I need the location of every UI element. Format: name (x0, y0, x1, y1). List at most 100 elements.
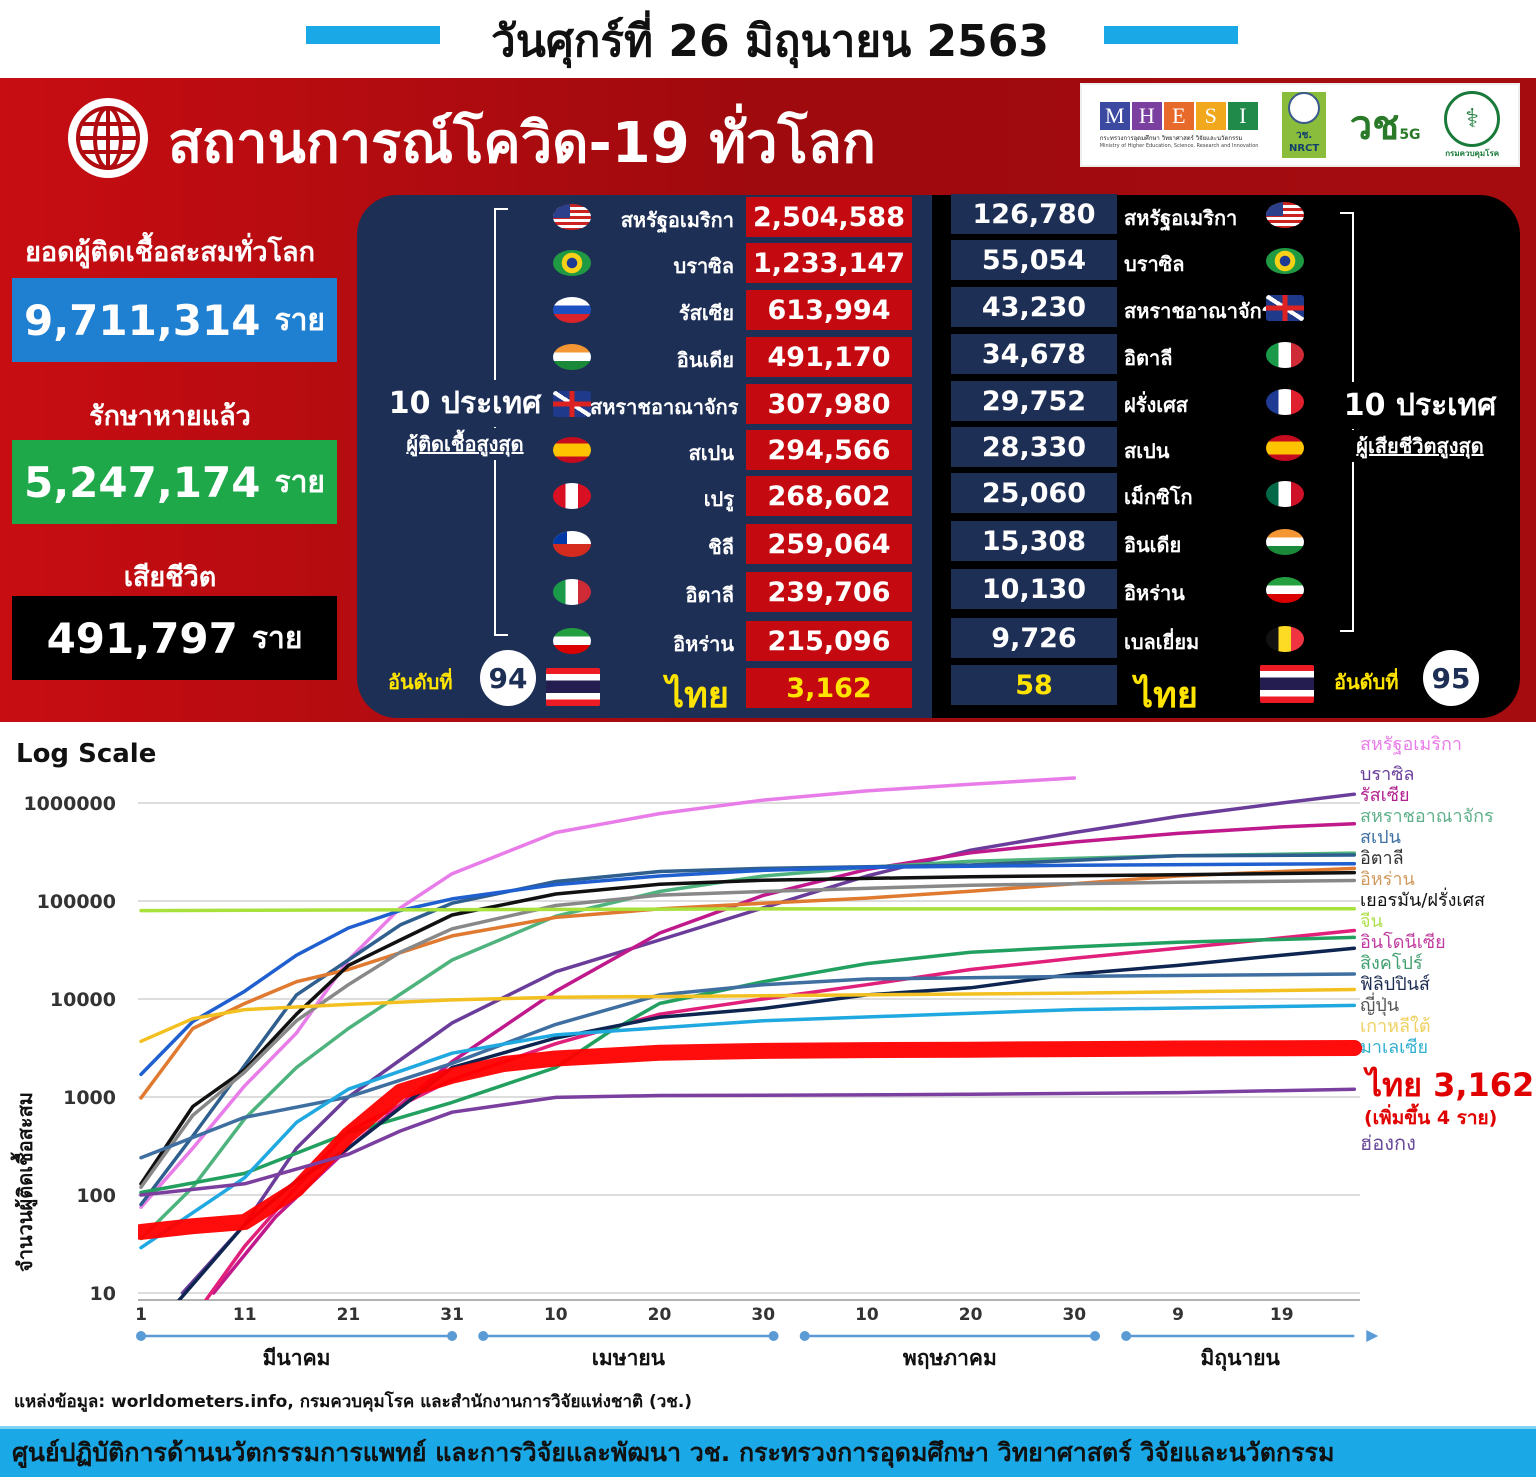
series-line (139, 870, 1357, 1186)
us-flag-icon (1266, 202, 1304, 228)
legend-item: จีน (1360, 911, 1383, 932)
y-tick-label: 1000 (63, 1087, 116, 1109)
month-label: เมษายน (592, 1346, 666, 1370)
infected-country: สหราชอาณาจักร (590, 395, 739, 419)
cumulative-cases-chart: Log Scale จำนวนผู้ติดเชื้อสะสม 10 100 1000 10… (10, 734, 1534, 1372)
infected-country: อิตาลี (685, 583, 735, 607)
legend-item: เยอรมัน/ฝรั่งเศส (1360, 887, 1485, 911)
deaths-value: 15,308 (951, 521, 1117, 561)
mhesi-logo-en: Ministry of Higher Education, Science, R… (1099, 142, 1259, 149)
deaths-country: สหรัฐอเมริกา (1124, 206, 1238, 230)
legend-item: ฟิลิปปินส์ (1360, 974, 1430, 995)
globe-icon (68, 98, 148, 178)
deaths-country: สหราชอาณาจักร (1124, 299, 1273, 323)
deaths-country: เม็กซิโก (1124, 485, 1193, 509)
footer-banner: ศูนย์ปฏิบัติการด้านนวัตกรรมการแพทย์ และก… (0, 1426, 1536, 1477)
infected-country: รัสเซีย (678, 301, 734, 325)
thai-infected-rank: 94 (480, 650, 536, 706)
nrct-th: วช. (1295, 130, 1313, 141)
chart-title: Log Scale (16, 739, 156, 769)
month-range-dot (478, 1331, 489, 1341)
x-tick-label: 11 (233, 1305, 257, 1325)
y-tick-label: 100 (76, 1185, 116, 1207)
deaths-value: 29,752 (951, 381, 1117, 421)
y-axis-label: จำนวนผู้ติดเชื้อสะสม (10, 1092, 39, 1272)
nrct-logo: วช. NRCT (1282, 92, 1327, 158)
series-line (139, 1087, 1357, 1197)
deaths-box: 491,797 ราย (12, 596, 337, 680)
legend-item: สหรัฐอเมริกา (1360, 734, 1462, 755)
y-tick-label: 1000000 (23, 793, 116, 815)
y-tick-label: 100000 (37, 891, 116, 913)
thai-deaths-rank-label: อันดับที่ (1334, 670, 1399, 694)
cl-flag-icon (553, 531, 591, 557)
recovered-box: 5,247,174 ราย (12, 440, 337, 524)
thai-series-note: (เพิ่มขึ้น 4 ราย) (1364, 1103, 1497, 1129)
legend-item-hongkong: ฮ่องกง (1360, 1131, 1416, 1155)
recovered-label: รักษาหายแล้ว (89, 401, 251, 432)
series-line (139, 878, 1357, 1189)
series-line (180, 792, 1357, 1295)
month-range-dot (1090, 1331, 1101, 1341)
month-label: มิถุนายน (1201, 1346, 1281, 1372)
x-tick-label: 30 (751, 1305, 775, 1325)
series-line (139, 906, 1357, 913)
mhesi-letter: S (1195, 101, 1226, 130)
month-label: มีนาคม (263, 1346, 331, 1370)
x-tick-label: 20 (959, 1305, 983, 1325)
series-line (139, 987, 1357, 1044)
infected-country: อิหร่าน (673, 632, 734, 656)
deaths-panel-subtitle: ผู้เสียชีวิตสูงสุด (1335, 430, 1505, 462)
recovered-value: 5,247,174 (23, 457, 261, 507)
month-range-dot (136, 1331, 146, 1341)
vc-5g-logo: วช5G (1350, 93, 1421, 157)
deaths-value: 34,678 (951, 334, 1117, 374)
mhesi-logo-th: กระทรวงการอุดมศึกษา วิทยาศาสตร์ วิจัยและ… (1099, 134, 1243, 142)
ru-flag-icon (553, 297, 591, 323)
deaths-label: เสียชีวิต (123, 562, 217, 593)
x-tick-label: 21 (337, 1305, 361, 1325)
mhesi-letter: H (1131, 101, 1162, 130)
data-source: แหล่งข้อมูล: worldometers.info, กรมควบคุ… (14, 1392, 693, 1412)
x-tick-label: 9 (1172, 1305, 1184, 1325)
es-flag-icon (553, 437, 591, 463)
deaths-country: ฝรั่งเศส (1124, 393, 1188, 417)
cases-label: ยอดผู้ติดเชื้อสะสมทั่วโลก (25, 237, 315, 268)
header: วันศุกร์ที่ 26 มิถุนายน 2563 (0, 0, 1536, 78)
infected-value: 268,602 (746, 476, 912, 516)
thai-country: ไทย (666, 675, 729, 716)
infected-value: 239,706 (746, 572, 912, 612)
thailand-flag-icon (1260, 665, 1314, 703)
month-range-dot (799, 1331, 810, 1341)
nrct-en: NRCT (1288, 143, 1320, 154)
series-line (139, 1003, 1357, 1250)
legend-item: สเปน (1360, 827, 1401, 848)
legend-item: เกาหลีใต้ (1360, 1015, 1431, 1037)
series-line (139, 851, 1357, 1241)
deaths-country: อินเดีย (1124, 533, 1182, 557)
thailand-flag-icon (546, 668, 600, 706)
legend-item: สหราชอาณาจักร (1360, 806, 1494, 827)
deaths-value: 126,780 (951, 194, 1117, 234)
series-line (139, 776, 1077, 1209)
unit: ราย (251, 620, 303, 656)
br-flag-icon (1266, 248, 1304, 274)
ir-flag-icon (553, 628, 591, 654)
infected-value: 215,096 (746, 621, 912, 661)
mx-flag-icon (1266, 481, 1304, 507)
thai-cases: 3,162 (746, 668, 912, 708)
deaths-panel-title: 10 ประเทศ (1335, 382, 1505, 429)
infected-country: สหรัฐอเมริกา (620, 208, 734, 232)
uk-flag-icon (553, 391, 591, 417)
banner-title: สถานการณ์โควิด-19 ทั่วโลก (168, 111, 876, 176)
in-flag-icon (553, 344, 591, 370)
month-range-dot (447, 1331, 458, 1341)
infected-country: เปรู (703, 487, 734, 511)
deaths-value: 9,726 (951, 618, 1117, 658)
deaths-country: อิหร่าน (1124, 581, 1185, 605)
deaths-country: อิตาลี (1124, 346, 1173, 370)
infected-country: ชิลี (708, 535, 734, 559)
series-line (139, 866, 1357, 1100)
infected-value: 294,566 (746, 430, 912, 470)
